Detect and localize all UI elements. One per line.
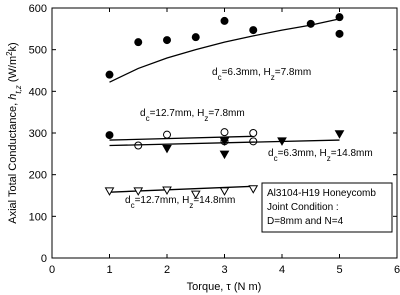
series-label-part: c <box>131 201 135 210</box>
series-label-part: z <box>327 154 331 163</box>
note-box <box>261 182 393 233</box>
y-tick-label: 200 <box>29 170 47 182</box>
series-label-part: d <box>140 108 146 119</box>
point <box>334 130 345 139</box>
note-line: D=8mm and N=4 <box>267 216 344 227</box>
series-label-part: =14.8mm <box>193 195 235 206</box>
point <box>335 13 344 22</box>
x-tick-label: 6 <box>394 264 400 276</box>
point <box>105 70 114 79</box>
point <box>219 187 230 196</box>
series-label-part: =7.8mm <box>275 67 311 78</box>
series-label-part: d <box>268 148 274 159</box>
x-tick-label: 5 <box>336 264 342 276</box>
series-label-part: =7.8mm <box>208 108 244 119</box>
series-label-part: =14.8mm <box>331 148 373 159</box>
series-label: dc=6.3mm, Hz=14.8mm <box>268 148 373 163</box>
x-tick-label: 3 <box>221 264 227 276</box>
y-axis-label-part: h <box>7 94 19 100</box>
point <box>163 130 171 139</box>
series-label-part: c <box>146 114 150 123</box>
series-label-part: =12.7mm, H <box>150 108 205 119</box>
y-tick-label: 300 <box>29 128 47 140</box>
series-label-part: c <box>218 73 222 82</box>
series-label: dc=12.7mm, Hz=7.8mm <box>140 108 245 123</box>
fit-line <box>109 135 254 141</box>
point <box>248 185 259 194</box>
point <box>335 29 344 38</box>
y-axis-label-part: t,z <box>14 85 23 93</box>
y-axis-label-part: (W/m <box>7 56 19 85</box>
x-tick-label: 1 <box>106 264 112 276</box>
point <box>133 187 144 196</box>
point <box>220 128 229 137</box>
point <box>190 190 201 200</box>
y-axis-label: Axial Total Conductance, ht,z (W/m2k) <box>5 42 23 223</box>
series-label-part: z <box>189 201 193 210</box>
point <box>104 187 115 196</box>
x-tick-label: 0 <box>49 264 55 276</box>
y-axis-label-part: 2 <box>5 51 14 56</box>
fit-line <box>109 185 254 193</box>
y-tick-label: 100 <box>29 211 47 223</box>
series-label-part: =6.3mm, H <box>222 67 271 78</box>
y-tick-label: 0 <box>41 253 47 265</box>
x-axis-label: Torque, τ (N m) <box>187 281 262 293</box>
series-label: dc=12.7mm, Hz=14.8mm <box>125 195 235 210</box>
point <box>162 186 172 196</box>
point <box>191 33 200 42</box>
point <box>219 137 230 146</box>
y-tick-label: 500 <box>29 45 47 57</box>
x-tick-label: 2 <box>164 264 170 276</box>
point <box>162 144 172 154</box>
series-label-part: =12.7mm, H <box>135 195 190 206</box>
point <box>249 137 258 146</box>
series-label-part: =6.3mm, H <box>278 148 327 159</box>
note-line: Joint Condition : <box>267 202 339 213</box>
y-tick-label: 600 <box>29 3 47 15</box>
series-label-part: c <box>274 154 278 163</box>
point <box>105 131 114 140</box>
note-line: Al3104-H19 Honeycomb <box>267 188 376 199</box>
series-label-part: z <box>271 73 275 82</box>
y-tick-label: 400 <box>29 86 47 98</box>
point <box>219 150 230 160</box>
fit-line <box>109 18 340 83</box>
point <box>249 129 258 137</box>
point <box>134 38 143 47</box>
y-axis-label-part: Axial Total Conductance, <box>7 100 19 224</box>
point <box>249 26 258 35</box>
point <box>220 16 229 25</box>
point <box>277 137 287 146</box>
y-axis-label-part: k) <box>7 42 19 51</box>
series-label-part: d <box>212 67 218 78</box>
series-label-part: d <box>125 195 131 206</box>
series-label-part: z <box>204 114 208 123</box>
x-tick-label: 4 <box>279 264 285 276</box>
point <box>306 19 315 28</box>
point <box>163 36 171 45</box>
series-label: dc=6.3mm, Hz=7.8mm <box>212 67 311 82</box>
